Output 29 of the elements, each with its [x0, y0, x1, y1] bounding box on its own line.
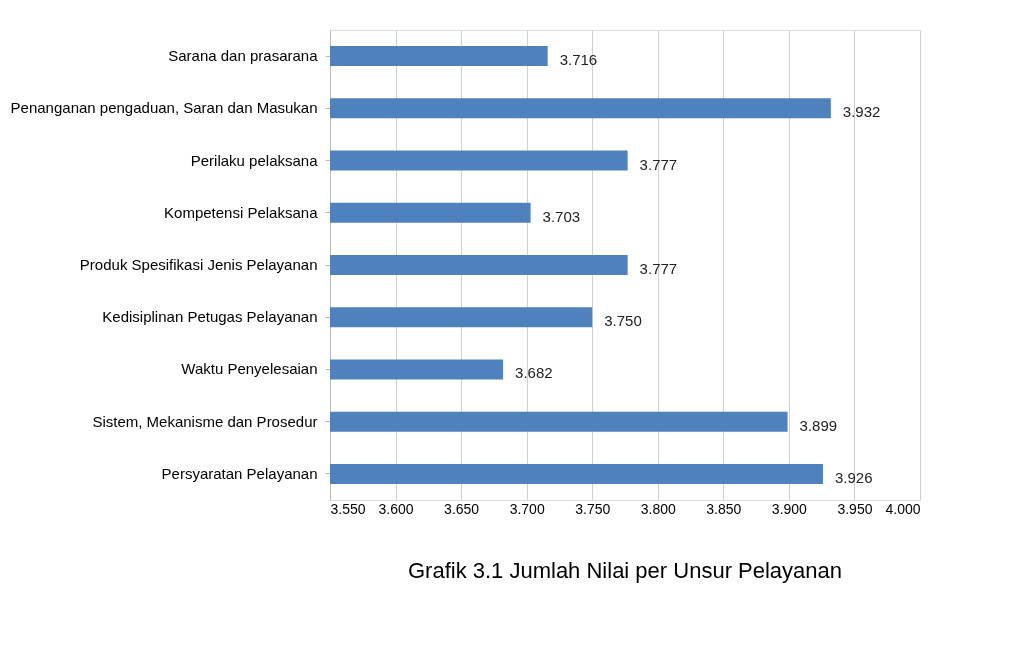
y-tick-label: Produk Spesifikasi Jenis Pelayanan [79, 256, 318, 273]
y-tick-label: Persyaratan Pelayanan [161, 464, 318, 482]
x-tick-label: 3.800 [640, 500, 676, 517]
x-tick-label: 3.900 [771, 500, 808, 517]
data-label: 3.899 [799, 416, 838, 434]
x-tick-label: 3.550 [330, 500, 366, 517]
text: Grafik 3.1 Jumlah Nilai per Unsur Pelayanan [407, 558, 843, 583]
data-label: 3.932 [842, 103, 881, 121]
x-tick-label: 4.000 [885, 500, 921, 517]
y-tick-label: Perilaku pelaksana [190, 151, 319, 169]
data-label: 3.703 [542, 207, 581, 225]
y-tick-label: Sistem, Mekanisme dan Prosedur [92, 412, 318, 430]
data-label: 3.750 [604, 312, 642, 330]
x-tick-label: 3.700 [509, 500, 545, 517]
y-tick-label: Sarana dan prasarana [168, 47, 319, 65]
data-label: 3.682 [515, 364, 553, 382]
data-label: 3.777 [639, 260, 678, 277]
y-tick-label: Waktu Penyelesaian [181, 360, 318, 378]
y-tick-label: Kedisiplinan Petugas Pelayanan [102, 308, 318, 326]
y-tick-label: Kompetensi Pelaksana [164, 203, 319, 221]
data-label: 3.777 [639, 155, 678, 173]
data-label: 3.716 [559, 51, 598, 69]
x-tick-label: 3.850 [706, 500, 742, 517]
x-tick-label: 3.950 [837, 500, 873, 517]
y-tick-label: Penanganan pengaduan, Saran dan Masukan [10, 99, 318, 117]
x-tick-label: 3.750 [575, 500, 611, 517]
x-tick-label: 3.650 [444, 500, 480, 517]
data-label: 3.926 [834, 468, 873, 486]
x-tick-label: 3.600 [378, 500, 414, 517]
